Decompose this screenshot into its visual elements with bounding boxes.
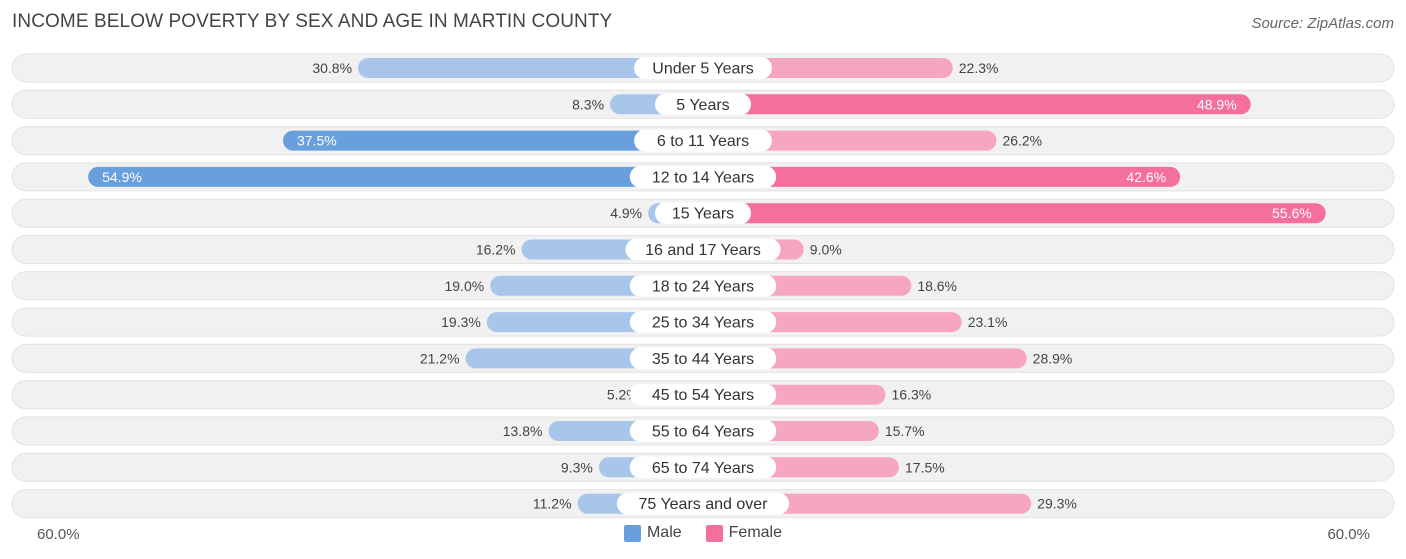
value-label-male: 21.2%	[420, 350, 460, 366]
category-pill	[655, 202, 751, 225]
value-label-female: 9.0%	[810, 242, 842, 258]
category-pill	[625, 238, 781, 261]
category-label: 45 to 54 Years	[652, 387, 754, 404]
value-label-female: 29.3%	[1037, 496, 1077, 512]
value-label-male: 30.8%	[312, 60, 352, 76]
bar-female	[703, 203, 1326, 224]
value-label-male: 9.3%	[561, 459, 593, 475]
category-label: 35 to 44 Years	[652, 351, 754, 368]
category-pill	[629, 456, 777, 479]
value-label-female: 23.1%	[968, 314, 1008, 330]
legend-swatch-male	[623, 524, 641, 542]
value-label-female: 48.9%	[1197, 96, 1237, 112]
value-label-male: 54.9%	[102, 169, 142, 185]
category-label: 16 and 17 Years	[645, 242, 761, 259]
category-label: 5 Years	[676, 97, 729, 114]
category-label: 12 to 14 Years	[652, 169, 754, 186]
value-label-male: 8.3%	[572, 96, 604, 112]
bar-female	[703, 166, 1181, 187]
category-pill	[629, 165, 777, 188]
chart-title: INCOME BELOW POVERTY BY SEX AND AGE IN M…	[12, 11, 613, 32]
value-label-male: 16.2%	[476, 242, 516, 258]
category-pill	[629, 383, 777, 406]
category-pill	[629, 347, 777, 370]
bar-male	[283, 130, 703, 151]
bar-female	[703, 94, 1251, 115]
bar-chart: 30.8% 22.3% Under 5 Years 8.3% 48.9% 5 Years 3…	[11, 53, 1395, 519]
legend-label-female: Female	[728, 524, 783, 541]
category-label: 18 to 24 Years	[652, 278, 754, 295]
bar-male	[88, 166, 704, 187]
bar-female	[703, 348, 1027, 369]
legend-item-male[interactable]: Male	[623, 524, 682, 542]
value-label-male: 19.3%	[441, 314, 481, 330]
bar-female	[703, 130, 997, 151]
value-label-female: 28.9%	[1033, 350, 1073, 366]
category-label: 6 to 11 Years	[657, 133, 749, 150]
value-label-male: 4.9%	[610, 205, 642, 221]
value-label-female: 18.6%	[917, 278, 957, 294]
category-pill	[616, 492, 790, 515]
category-label: 55 to 64 Years	[652, 424, 754, 441]
legend-label-male: Male	[646, 524, 682, 541]
category-pill	[629, 274, 777, 297]
category-pill	[634, 129, 772, 152]
category-pill	[629, 311, 777, 334]
category-label: Under 5 Years	[652, 61, 753, 78]
legend: Male Female	[0, 524, 1406, 542]
category-label: 65 to 74 Years	[652, 460, 754, 477]
category-pill	[629, 420, 777, 442]
category-label: 25 to 34 Years	[652, 315, 754, 332]
category-pill	[634, 57, 772, 79]
bar-male	[358, 58, 703, 78]
axis-right-label: 60.0%	[1327, 526, 1370, 543]
value-label-female: 22.3%	[959, 60, 999, 76]
value-label-female: 55.6%	[1272, 205, 1312, 221]
value-label-female: 16.3%	[892, 387, 932, 403]
value-label-male: 19.0%	[444, 278, 484, 294]
value-label-male: 37.5%	[297, 133, 337, 149]
category-label: 75 Years and over	[639, 496, 769, 513]
value-label-male: 13.8%	[503, 423, 543, 439]
value-label-female: 26.2%	[1002, 133, 1042, 149]
source-label: Source: ZipAtlas.com	[1251, 15, 1394, 32]
axis-left-label: 60.0%	[37, 526, 80, 543]
legend-item-female[interactable]: Female	[705, 524, 783, 542]
legend-swatch-female	[705, 524, 723, 542]
category-label: 15 Years	[672, 206, 734, 223]
value-label-female: 42.6%	[1126, 169, 1166, 185]
category-pill	[655, 93, 751, 116]
value-label-male: 11.2%	[533, 496, 572, 512]
value-label-female: 15.7%	[885, 423, 925, 439]
value-label-female: 17.5%	[905, 459, 945, 475]
